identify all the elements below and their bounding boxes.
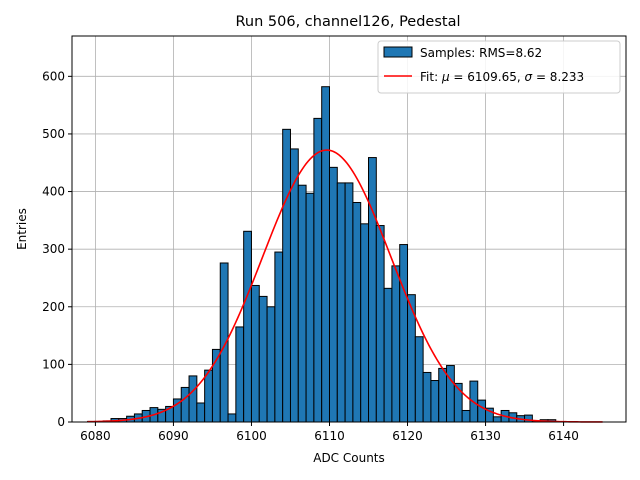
x-tick-label: 6080 (80, 429, 111, 443)
histogram-bar (282, 128, 291, 423)
histogram-bar (204, 369, 213, 423)
histogram-bar (328, 166, 338, 423)
x-tick-label: 6110 (314, 429, 345, 443)
histogram-bar (250, 284, 260, 423)
legend: Samples: RMS=8.62 Fit: μ = 6109.65, σ = … (377, 40, 621, 94)
legend-hist-swatch (383, 46, 413, 58)
y-tick-label: 100 (42, 357, 65, 371)
x-tick-label: 6130 (470, 429, 501, 443)
x-tick-label: 6100 (236, 429, 267, 443)
legend-box (377, 40, 621, 94)
histogram-bar (438, 367, 448, 423)
histogram-bar (235, 326, 245, 423)
y-tick-label: 200 (42, 300, 65, 314)
y-tick-label: 600 (42, 69, 65, 83)
legend-hist-label: Samples: RMS=8.62 (420, 46, 542, 60)
histogram-bar (375, 225, 385, 423)
x-tick-label: 6120 (392, 429, 423, 443)
histogram-bar (313, 117, 323, 423)
legend-mu-symbol: μ (441, 70, 450, 84)
legend-sigma-value: = 8.233 (532, 70, 584, 84)
legend-sigma-symbol: σ (525, 70, 533, 84)
histogram-bar (360, 223, 370, 423)
y-axis-ticks: 0 100 200 300 400 500 600 (42, 69, 72, 429)
histogram-bar (344, 182, 354, 423)
histogram-bar (461, 409, 471, 423)
x-tick-label: 6140 (548, 429, 579, 443)
histogram-bar (446, 365, 455, 423)
histogram-bar (227, 413, 237, 423)
y-tick-label: 0 (57, 415, 65, 429)
y-tick-label: 400 (42, 185, 65, 199)
histogram-bar (266, 306, 276, 423)
histogram-bar (188, 375, 198, 423)
histogram-bar (391, 265, 401, 423)
histogram-bar (297, 184, 307, 423)
histogram-bar (414, 336, 424, 423)
histogram-bar (321, 86, 330, 423)
histogram-bar (258, 295, 268, 423)
y-tick-label: 500 (42, 127, 65, 141)
x-axis-ticks: 6080 6090 6100 6110 6120 6130 6140 (80, 422, 579, 443)
histogram-bar (422, 371, 432, 423)
histogram-bar (196, 402, 206, 423)
histogram-bar (368, 157, 377, 423)
histogram-bar (289, 148, 299, 423)
y-tick-label: 300 (42, 242, 65, 256)
legend-mu-value: = 6109.65, (450, 70, 525, 84)
histogram-bar (477, 399, 487, 423)
histogram-bar (305, 192, 315, 423)
histogram-bar (243, 230, 252, 423)
gaussian-fit-curve (87, 149, 603, 423)
histogram-bar (274, 251, 284, 423)
histogram-bars (87, 86, 557, 423)
chart-title: Run 506, channel126, Pedestal (235, 14, 460, 30)
legend-fit-prefix: Fit: (420, 70, 442, 84)
axes-frame (71, 35, 627, 423)
x-tick-label: 6090 (158, 429, 189, 443)
histogram-bar (399, 244, 409, 423)
histogram-bar (352, 201, 362, 423)
legend-fit-label: Fit: μ = 6109.65, σ = 8.233 (420, 70, 584, 84)
x-axis-label: ADC Counts (313, 451, 385, 465)
histogram-bar (336, 182, 346, 423)
histogram-bar (383, 287, 393, 423)
histogram-bar (492, 416, 502, 423)
histogram-bar (430, 380, 440, 423)
histogram-bar (180, 386, 190, 423)
y-axis-label: Entries (15, 208, 29, 250)
